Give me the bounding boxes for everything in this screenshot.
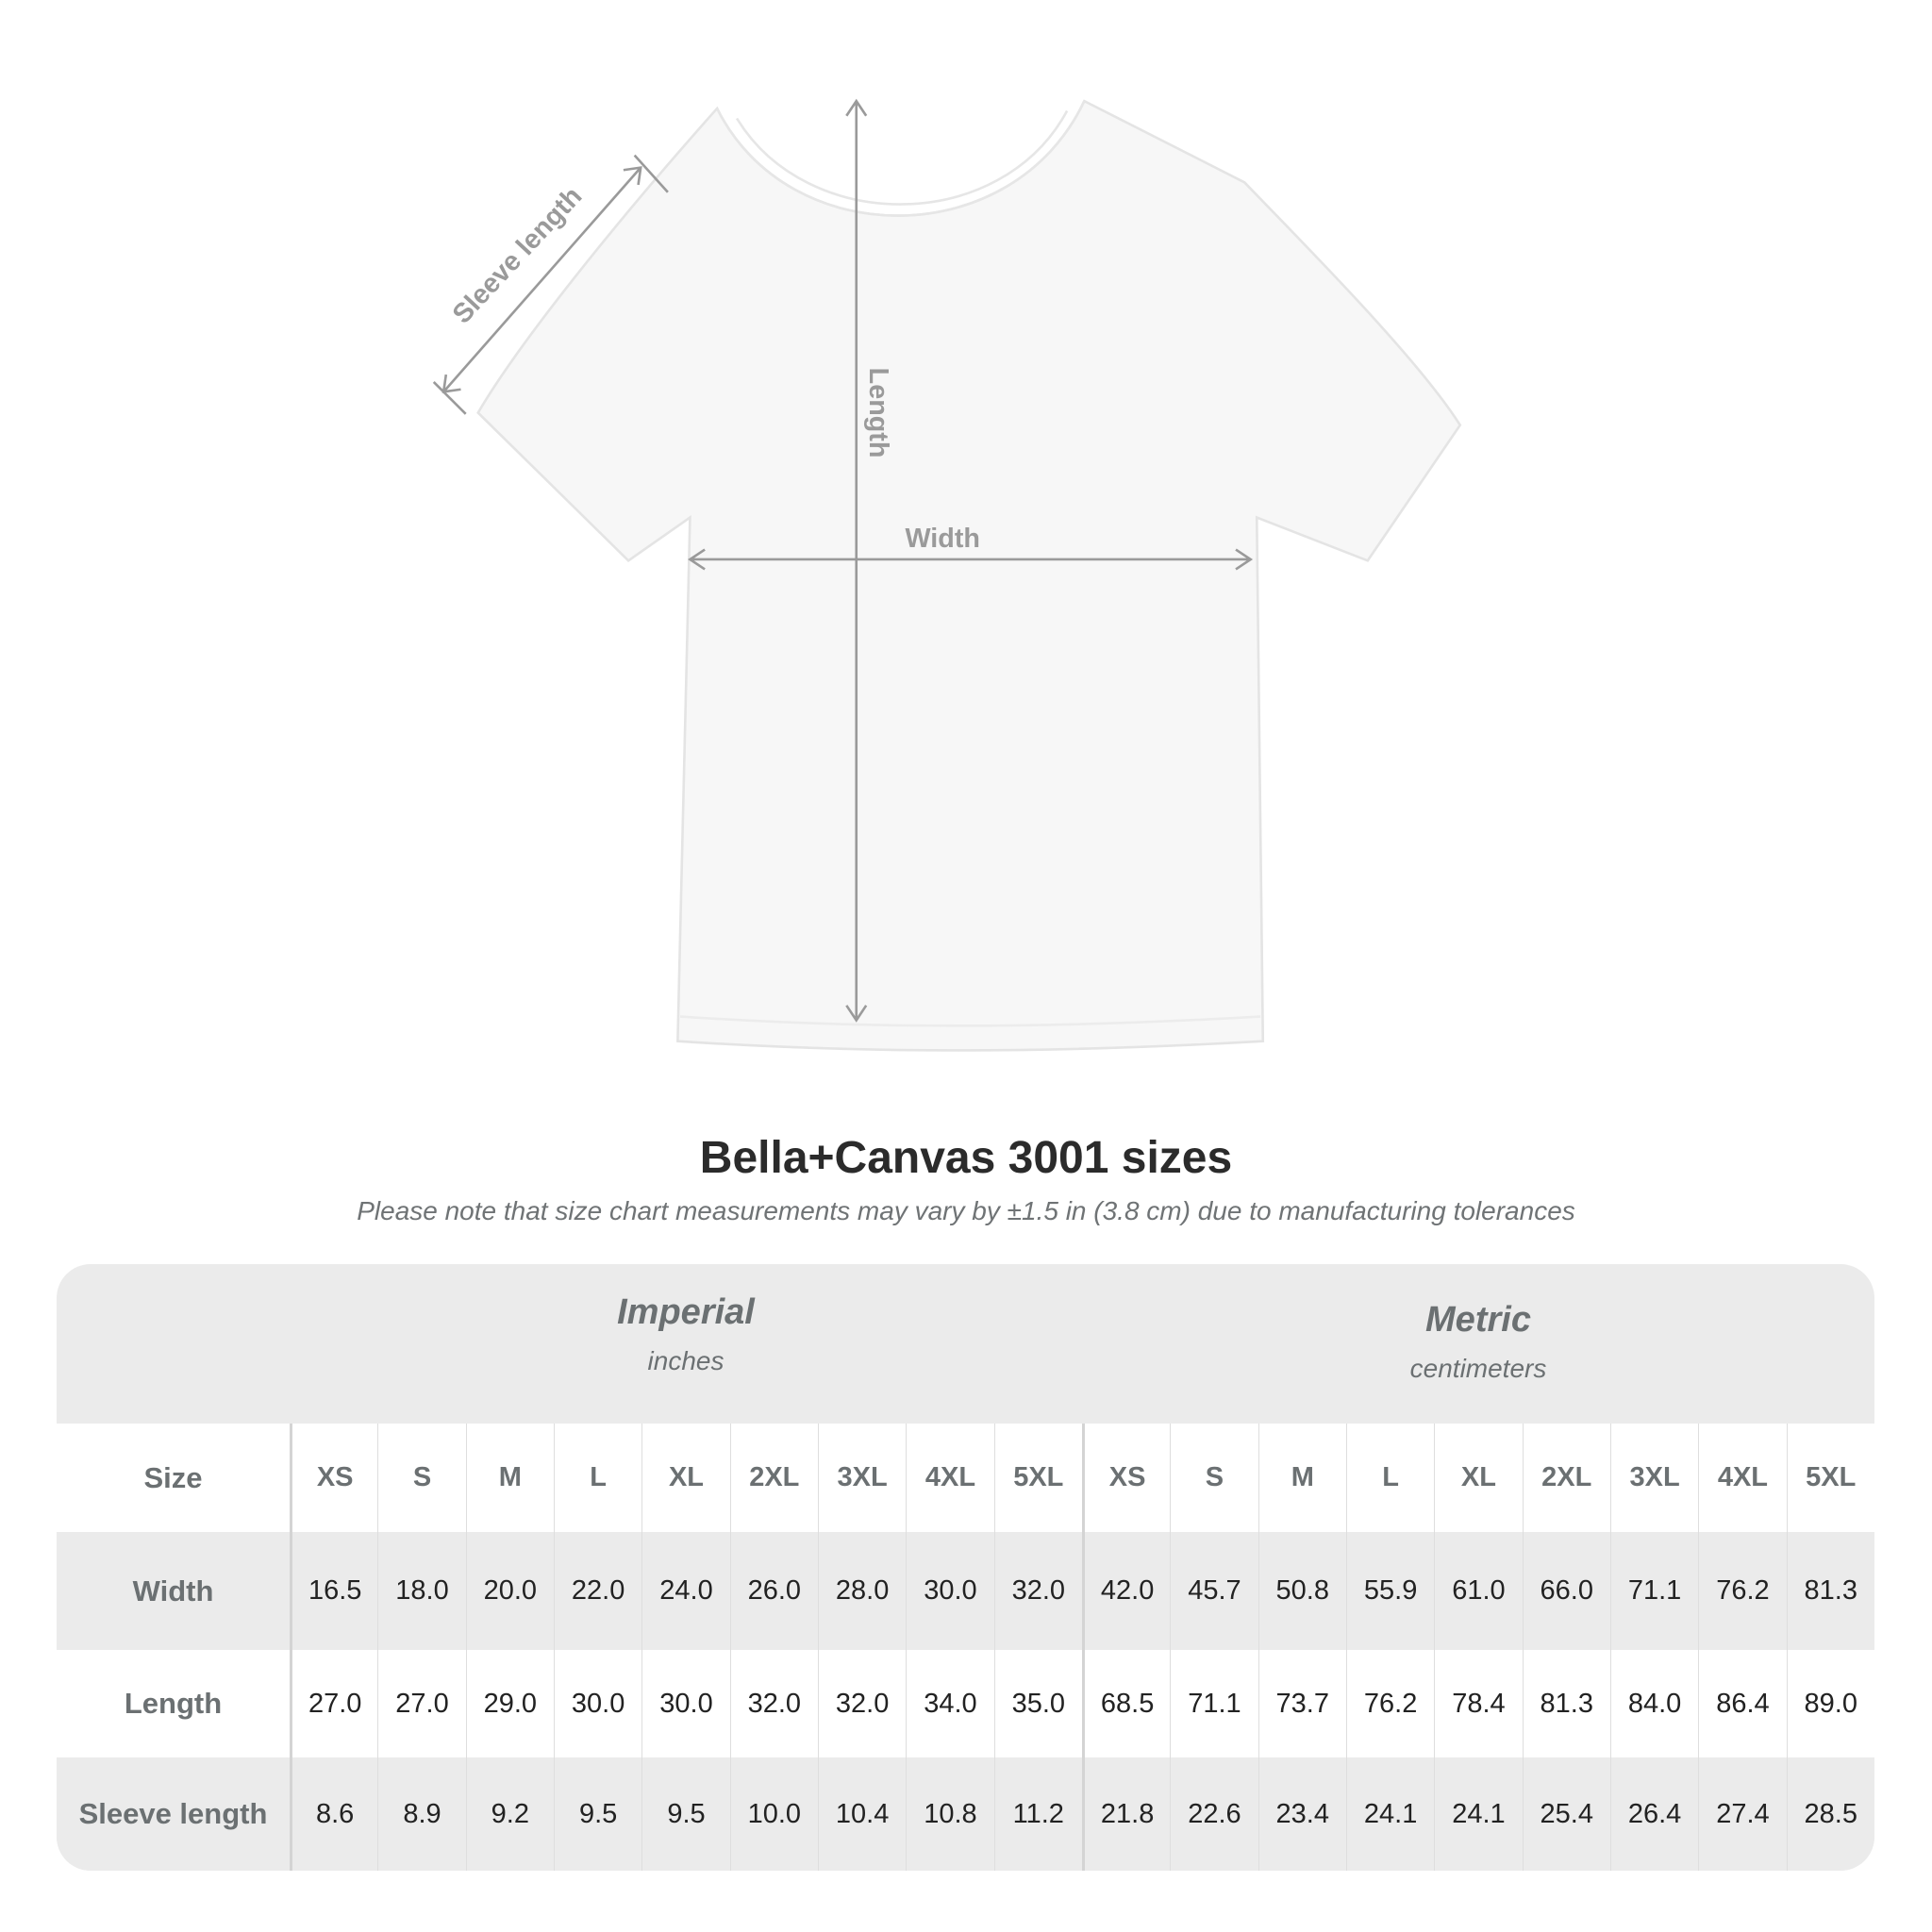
size-header-cell: S <box>1170 1424 1257 1532</box>
metric-cell: 61.0 <box>1434 1532 1522 1650</box>
size-header-cell: XL <box>641 1424 729 1532</box>
imperial-cell: 32.0 <box>817 1650 906 1757</box>
metric-cell: 76.2 <box>1698 1532 1786 1650</box>
size-header-cell: 2XL <box>1522 1424 1610 1532</box>
imperial-cell: 26.0 <box>729 1532 818 1650</box>
metric-cell: 25.4 <box>1522 1757 1610 1871</box>
imperial-cell: 27.0 <box>290 1650 377 1757</box>
metric-cell: 78.4 <box>1434 1650 1522 1757</box>
size-header-cell: XS <box>1081 1424 1170 1532</box>
metric-cell: 24.1 <box>1345 1757 1434 1871</box>
imperial-cell: 34.0 <box>906 1650 993 1757</box>
size-table: Imperial inches Metric centimeters Size X… <box>57 1264 1874 1871</box>
imperial-cell: 29.0 <box>465 1650 554 1757</box>
imperial-cell: 10.4 <box>817 1757 906 1871</box>
page-title: Bella+Canvas 3001 sizes <box>699 1133 1233 1183</box>
metric-cell: 55.9 <box>1345 1532 1434 1650</box>
imperial-cell: 8.6 <box>290 1757 377 1871</box>
size-header-cell: M <box>1257 1424 1346 1532</box>
size-row: Size XS S M L XL 2XL 3XL 4XL 5XL XS S M L XL 2XL 3XL 4XL 5… <box>57 1424 1874 1532</box>
table-row: Sleeve length 8.6 8.9 9.2 9.5 9.5 10.0 10.4 10.8… <box>57 1757 1874 1871</box>
metric-cell: 76.2 <box>1345 1650 1434 1757</box>
size-header-cell: 2XL <box>729 1424 818 1532</box>
metric-cell: 73.7 <box>1257 1650 1346 1757</box>
size-header-cell: 4XL <box>906 1424 993 1532</box>
size-header-cell: 3XL <box>817 1424 906 1532</box>
imperial-cell: 9.2 <box>465 1757 554 1871</box>
imperial-cell: 24.0 <box>641 1532 729 1650</box>
metric-cell: 21.8 <box>1081 1757 1170 1871</box>
imperial-unit: inches <box>647 1346 724 1375</box>
tshirt-diagram: Sleeve length Length Width <box>432 98 1462 1052</box>
imperial-cell: 32.0 <box>729 1650 818 1757</box>
width-label: Width <box>905 524 979 554</box>
metric-unit: centimeters <box>1409 1354 1547 1383</box>
size-header-cell: 3XL <box>1609 1424 1698 1532</box>
metric-cell: 24.1 <box>1434 1757 1522 1871</box>
metric-cell: 84.0 <box>1609 1650 1698 1757</box>
sleeve-arrow <box>432 154 669 415</box>
size-header-cell: S <box>377 1424 465 1532</box>
hem-line <box>679 1015 1261 1027</box>
measurement-arrows <box>432 98 1254 1023</box>
size-header-cell: L <box>1345 1424 1434 1532</box>
imperial-cell: 30.0 <box>641 1650 729 1757</box>
size-header-cell: M <box>465 1424 554 1532</box>
size-header-cell: 4XL <box>1698 1424 1786 1532</box>
metric-cell: 42.0 <box>1081 1532 1170 1650</box>
row-label: Length <box>124 1687 223 1720</box>
imperial-cell: 30.0 <box>906 1532 993 1650</box>
imperial-cell: 27.0 <box>377 1650 465 1757</box>
imperial-cell: 9.5 <box>641 1757 729 1871</box>
imperial-header: Imperial inches <box>290 1292 1082 1376</box>
tolerance-note: Please note that size chart measurements… <box>357 1196 1575 1225</box>
length-label: Length <box>863 368 893 458</box>
imperial-cell: 20.0 <box>465 1532 554 1650</box>
metric-cell: 45.7 <box>1170 1532 1257 1650</box>
metric-cell: 23.4 <box>1257 1757 1346 1871</box>
collar <box>715 100 1086 217</box>
table-header: Imperial inches Metric centimeters <box>57 1264 1874 1424</box>
metric-title: Metric <box>1425 1300 1531 1340</box>
imperial-cell: 32.0 <box>993 1532 1082 1650</box>
imperial-cell: 30.0 <box>553 1650 641 1757</box>
metric-cell: 28.5 <box>1786 1757 1874 1871</box>
imperial-cell: 22.0 <box>553 1532 641 1650</box>
imperial-cell: 18.0 <box>377 1532 465 1650</box>
metric-cell: 50.8 <box>1257 1532 1346 1650</box>
metric-cell: 68.5 <box>1081 1650 1170 1757</box>
metric-cell: 81.3 <box>1786 1532 1874 1650</box>
imperial-cell: 11.2 <box>993 1757 1082 1871</box>
size-header-cell: L <box>553 1424 641 1532</box>
metric-cell: 27.4 <box>1698 1757 1786 1871</box>
imperial-cell: 10.0 <box>729 1757 818 1871</box>
metric-cell: 81.3 <box>1522 1650 1610 1757</box>
table-row: Width 16.5 18.0 20.0 22.0 24.0 26.0 28.0 30.0 32.… <box>57 1532 1874 1650</box>
metric-cell: 71.1 <box>1609 1532 1698 1650</box>
metric-cell: 89.0 <box>1786 1650 1874 1757</box>
size-header-cell: XS <box>290 1424 377 1532</box>
imperial-cell: 9.5 <box>553 1757 641 1871</box>
metric-cell: 86.4 <box>1698 1650 1786 1757</box>
tshirt-shape <box>476 99 1462 1052</box>
row-label: Sleeve length <box>78 1797 268 1830</box>
size-header-cell: 5XL <box>993 1424 1082 1532</box>
size-header-cell: XL <box>1434 1424 1522 1532</box>
imperial-title: Imperial <box>617 1292 755 1332</box>
metric-cell: 71.1 <box>1170 1650 1257 1757</box>
metric-cell: 66.0 <box>1522 1532 1610 1650</box>
metric-header: Metric centimeters <box>1082 1300 1874 1384</box>
imperial-cell: 10.8 <box>906 1757 993 1871</box>
imperial-cell: 28.0 <box>817 1532 906 1650</box>
table-row: Length 27.0 27.0 29.0 30.0 30.0 32.0 32.0 34.0 35… <box>57 1650 1874 1757</box>
row-label: Size <box>143 1460 203 1494</box>
size-header-cell: 5XL <box>1786 1424 1874 1532</box>
metric-cell: 22.6 <box>1170 1757 1257 1871</box>
imperial-cell: 16.5 <box>290 1532 377 1650</box>
imperial-cell: 8.9 <box>377 1757 465 1871</box>
row-label: Width <box>132 1574 214 1607</box>
metric-cell: 26.4 <box>1609 1757 1698 1871</box>
width-arrow <box>688 548 1254 571</box>
imperial-cell: 35.0 <box>993 1650 1082 1757</box>
